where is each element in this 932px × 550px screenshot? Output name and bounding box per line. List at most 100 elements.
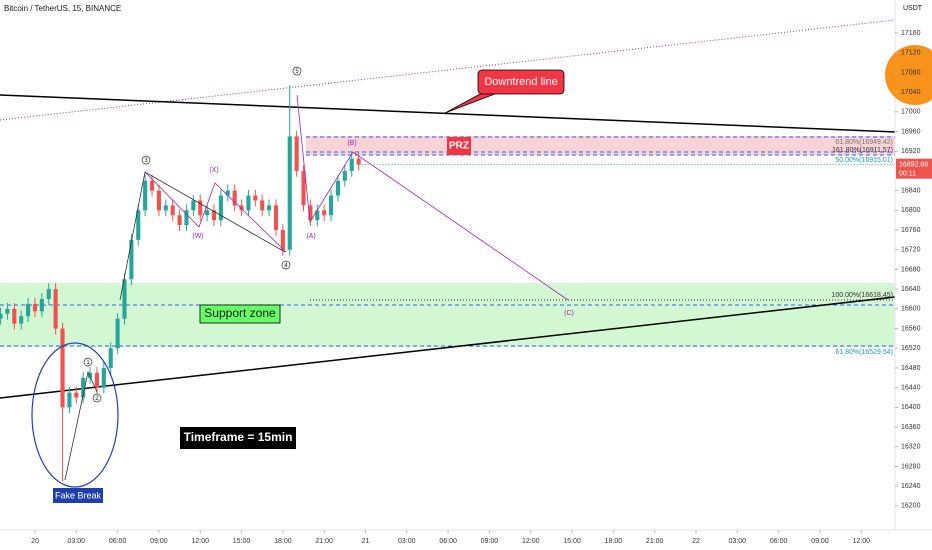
x-tick-label: 09:00 (481, 538, 499, 545)
fib-label: 61.80%(16529.54) (835, 349, 893, 356)
candle-body (294, 136, 299, 171)
candle-body (149, 180, 155, 191)
candle-body (122, 279, 127, 319)
candle-body (218, 195, 223, 221)
candle-body (239, 205, 244, 211)
candle-body (280, 230, 285, 250)
x-tick-label: 21:00 (315, 538, 333, 545)
callout-text: Downtrend line (484, 76, 557, 88)
wave-circle (92, 393, 102, 403)
wave-label: 2 (95, 396, 99, 402)
candle-body (322, 210, 327, 216)
candle-body (177, 215, 182, 226)
wave-label: (X) (209, 167, 218, 174)
y-tick-label: 16560 (901, 325, 921, 332)
callout-box (477, 69, 565, 95)
candle-body (156, 190, 161, 211)
wave-label: (B) (347, 140, 356, 147)
wave-line (296, 94, 569, 301)
candle-body (5, 308, 10, 314)
y-tick-label: 17040 (901, 89, 921, 96)
countdown-label: 00:11 (899, 171, 916, 178)
candle-body (101, 367, 106, 388)
wave-circle (141, 155, 151, 165)
candle-body (232, 190, 237, 206)
candle-body (94, 372, 100, 388)
prz-box (447, 137, 471, 155)
x-tick-label: 03:00 (398, 538, 416, 545)
x-tick-label: 21:00 (646, 538, 664, 545)
x-tick-label: 15:00 (563, 538, 581, 545)
candle-body (129, 239, 134, 280)
x-tick-label: 06:00 (770, 538, 788, 545)
candle-body (267, 205, 272, 211)
wave-label: 1 (86, 360, 90, 366)
wave-line (144, 171, 287, 253)
x-tick-label: 09:00 (811, 538, 829, 545)
y-tick-label: 16720 (901, 247, 921, 254)
support-box (199, 304, 281, 324)
wave-circle (83, 357, 93, 367)
candle-body (19, 316, 24, 324)
candle-body (108, 348, 113, 368)
y-tick-label: 16520 (901, 345, 921, 352)
unit-label: USDT (903, 5, 923, 12)
candle-body (12, 308, 17, 324)
fake-break-box (53, 488, 103, 503)
y-tick-label: 16440 (901, 384, 921, 391)
wave-circle (292, 66, 302, 76)
y-tick-label: 16760 (901, 227, 921, 234)
prz-label: PRZ (449, 141, 469, 152)
candle-body (74, 392, 79, 398)
candle-body (26, 303, 31, 317)
candle-body (32, 303, 38, 312)
x-tick-label: 22 (692, 538, 700, 545)
wave-line (64, 370, 98, 481)
candle-body (211, 210, 217, 221)
timeframe-label: Timeframe = 15min (184, 430, 293, 444)
candle-body (315, 210, 320, 221)
y-tick-label: 16920 (901, 148, 921, 155)
y-tick-label: 16360 (901, 424, 921, 431)
y-tick-label: 16240 (901, 483, 921, 490)
candle-body (198, 200, 203, 216)
support-line (0, 296, 896, 399)
fib-label: 100.00%(16618.45) (832, 292, 894, 299)
bitcoin-logo (885, 45, 932, 105)
y-tick-label: 16800 (901, 207, 921, 214)
timeframe-box (180, 427, 296, 449)
x-tick-label: 03:00 (68, 538, 86, 545)
candle-body (81, 377, 86, 398)
wave-label: (C) (564, 310, 574, 317)
candle-body (67, 392, 72, 408)
candle-body (253, 195, 258, 201)
candle-body (191, 200, 196, 211)
y-tick-label: 17120 (901, 50, 921, 57)
y-tick-label: 16960 (901, 128, 921, 135)
wave-label: 4 (284, 263, 288, 269)
candle-body (273, 205, 279, 231)
candle-body (39, 298, 44, 312)
fib-label: 161.80%(16911.57) (832, 147, 893, 154)
candle-body (342, 170, 347, 181)
candle-body (170, 205, 175, 216)
candle-body (328, 195, 334, 216)
x-tick-label: 06:00 (439, 538, 457, 545)
fake-break-circle (31, 342, 119, 488)
wave-label: 3 (144, 158, 148, 164)
wave-label: (W) (192, 233, 203, 240)
chart-title: Bitcoin / TetherUS, 15, BINANCE (4, 4, 121, 13)
y-tick-label: 17000 (901, 109, 921, 116)
last-price-tag (896, 158, 932, 179)
wave-label: 5 (295, 69, 299, 75)
y-tick-label: 17080 (901, 69, 921, 76)
candle-body (184, 210, 189, 226)
candle-body (163, 205, 168, 211)
fake-break-label: Fake Break (55, 490, 102, 500)
candle-body (53, 289, 58, 329)
y-tick-label: 16280 (901, 463, 921, 470)
y-tick-label: 16200 (901, 503, 921, 510)
x-tick-label: 18:00 (274, 538, 292, 545)
x-tick-label: 12:00 (191, 538, 209, 545)
